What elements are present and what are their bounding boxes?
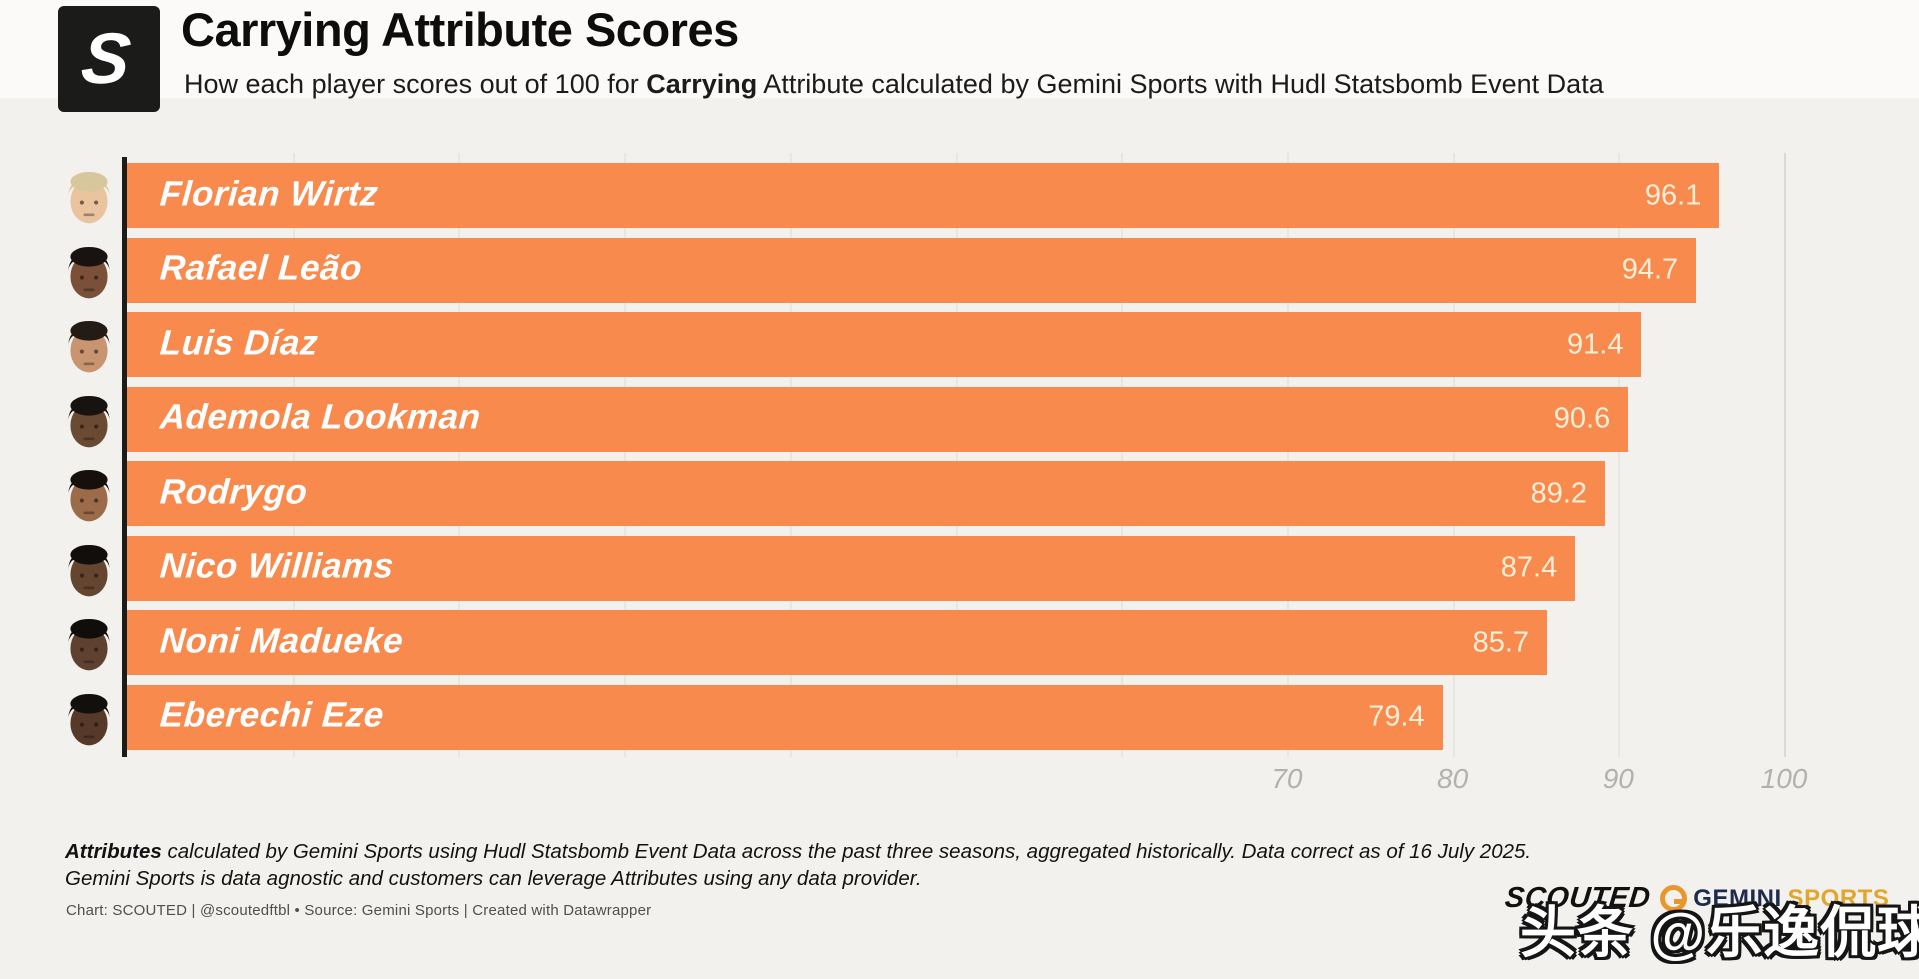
x-axis-tick-label: 90 [1602,763,1634,794]
credit-line: Chart: SCOUTED | @scoutedftbl • Source: … [66,902,652,919]
scouted-logo: S [58,6,160,112]
gridline [1452,153,1455,757]
bar-value-label: 87.4 [1500,551,1558,584]
bar-row: Noni Madueke 85.7 [68,610,1917,675]
gemini-sports-logo: GEMINI SPORTS [1660,885,1889,913]
y-axis-line [122,157,127,757]
player-bar: Noni Madueke 85.7 [127,610,1548,675]
player-bar: Rodrygo 89.2 [127,461,1606,526]
gridline [789,153,792,757]
notes-line-2: Gemini Sports is data agnostic and custo… [65,867,922,890]
gridline [1784,153,1786,757]
player-avatar [68,693,110,745]
bar-value-label: 91.4 [1567,328,1624,360]
bar-value-label: 90.6 [1553,402,1611,435]
player-name: Luis Díaz [158,322,320,362]
gridline [624,153,627,757]
watermark: 头条 @乐逸侃球 [1520,901,1919,964]
player-avatar [68,246,110,298]
bar-value-label: 96.1 [1644,179,1702,211]
bar-row: Florian Wirtz 96.1 [68,163,1917,228]
subtitle-bold: Carrying [646,69,758,99]
brand-row: SCOUTED GEMINI SPORTS [1503,882,1889,915]
player-bar: Ademola Lookman 90.6 [127,386,1629,452]
bar-value-label: 89.2 [1530,477,1588,509]
x-axis-tick-label: 80 [1437,763,1469,794]
player-bar: Nico Williams 87.4 [127,535,1576,601]
bar-value-label: 79.4 [1368,700,1425,733]
bar-row: Rafael Leão 94.7 [68,237,1917,303]
notes-line-1: Attributes calculated by Gemini Sports u… [65,838,1565,865]
gridline [292,153,295,757]
bar-row: Ademola Lookman 90.6 [68,386,1917,452]
player-avatar [68,618,110,671]
subtitle-prefix: How each player scores out of 100 for [184,69,647,99]
player-avatar [68,469,110,522]
bar-row: Rodrygo 89.2 [68,461,1917,526]
player-avatar [68,544,110,596]
player-name: Rodrygo [158,471,309,511]
player-bar: Eberechi Eze 79.4 [127,684,1443,750]
scouted-logo-letter: S [77,19,135,99]
gridline [955,153,958,757]
player-avatar [68,395,110,447]
page-title: Carrying Attribute Scores [181,3,739,56]
notes-bold-word: Attributes [65,840,162,863]
notes-line-1-text: calculated by Gemini Sports using Hudl S… [161,840,1532,863]
header-strip [0,0,1919,98]
bar-value-label: 85.7 [1472,626,1530,658]
player-name: Nico Williams [158,546,396,586]
player-name: Florian Wirtz [158,173,380,213]
gemini-word: GEMINI [1693,884,1782,912]
player-avatar [68,171,110,224]
bar-row: Luis Díaz 91.4 [68,312,1917,377]
gridline [1286,153,1289,757]
gridline [1618,153,1621,757]
footer-notes: Attributes calculated by Gemini Sports u… [65,838,1565,892]
player-name: Noni Madueke [158,620,405,660]
bar-row: Nico Williams 87.4 [68,535,1917,601]
bar-row: Eberechi Eze 79.4 [68,684,1917,750]
gridline [458,153,461,757]
subtitle-suffix: Attribute calculated by Gemini Sports wi… [757,69,1604,99]
player-name: Eberechi Eze [158,695,386,735]
gridline [1121,153,1124,757]
player-bar: Luis Díaz 91.4 [127,312,1642,377]
gemini-g-icon [1660,885,1688,912]
x-axis-tick-label: 100 [1760,763,1808,794]
player-name: Rafael Leão [158,248,364,288]
page-subtitle: How each player scores out of 100 for Ca… [184,69,1604,100]
player-avatar [68,320,110,373]
sports-word: SPORTS [1787,884,1890,912]
bar-chart: Florian Wirtz 96.1 Rafael Leão 94.7 Lu [68,153,1917,803]
bar-value-label: 94.7 [1621,253,1679,286]
x-axis-tick-label: 70 [1271,763,1303,794]
player-name: Ademola Lookman [158,397,483,437]
player-bar: Florian Wirtz 96.1 [127,163,1720,228]
player-bar: Rafael Leão 94.7 [127,237,1697,303]
